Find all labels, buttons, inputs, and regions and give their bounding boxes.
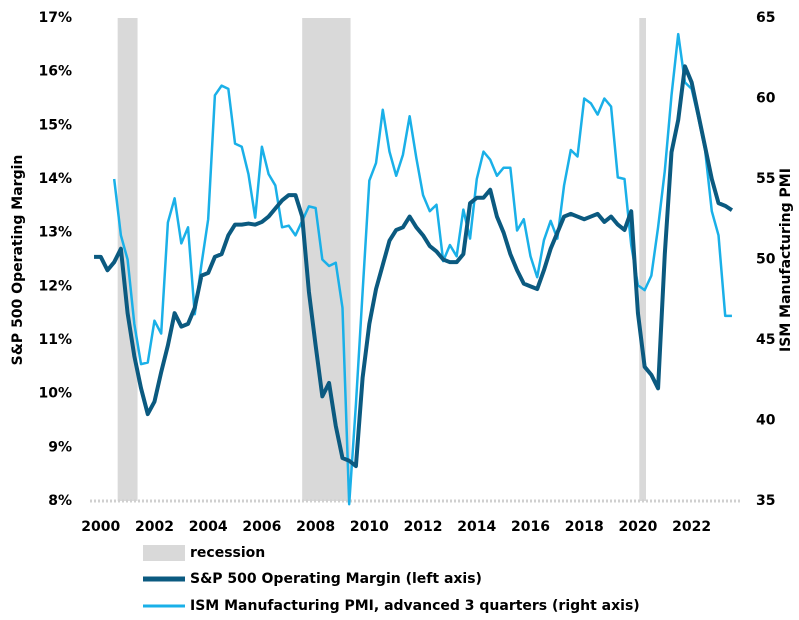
y-tick-label: 10% bbox=[38, 386, 72, 402]
series-line bbox=[94, 64, 734, 469]
y-tick-label: 11% bbox=[38, 332, 72, 348]
legend-swatch bbox=[143, 545, 185, 561]
y-tick-label: 14% bbox=[38, 171, 72, 187]
x-tick-label: 2018 bbox=[565, 519, 604, 535]
legend-label: recession bbox=[190, 545, 265, 561]
x-tick-label: 2004 bbox=[189, 519, 228, 535]
y-tick-label: 9% bbox=[48, 439, 72, 455]
y2-tick-label: 60 bbox=[756, 91, 776, 107]
y2-axis-title: ISM Manufacturing PMI bbox=[778, 168, 794, 352]
y2-tick-label: 35 bbox=[756, 493, 775, 509]
y-tick-label: 17% bbox=[38, 10, 72, 26]
y2-tick-label: 55 bbox=[756, 171, 775, 187]
y2-tick-label: 40 bbox=[756, 413, 776, 429]
y2-tick-label: 65 bbox=[756, 10, 775, 26]
y-tick-label: 8% bbox=[48, 493, 72, 509]
series-line bbox=[112, 32, 732, 506]
y-axis-title: S&P 500 Operating Margin bbox=[10, 155, 26, 366]
x-tick-label: 2012 bbox=[404, 519, 443, 535]
x-tick-label: 2002 bbox=[135, 519, 174, 535]
x-tick-label: 2016 bbox=[511, 519, 550, 535]
x-tick-label: 2008 bbox=[296, 519, 335, 535]
y-tick-label: 15% bbox=[38, 117, 72, 133]
y-tick-label: 16% bbox=[38, 64, 72, 80]
legend-label: ISM Manufacturing PMI, advanced 3 quarte… bbox=[190, 598, 640, 614]
x-tick-label: 2014 bbox=[457, 519, 496, 535]
x-tick-label: 2022 bbox=[672, 519, 711, 535]
x-tick-label: 2006 bbox=[242, 519, 281, 535]
y2-tick-label: 50 bbox=[756, 252, 776, 268]
x-tick-label: 2000 bbox=[81, 519, 120, 535]
y-tick-label: 13% bbox=[38, 225, 72, 241]
y-tick-label: 12% bbox=[38, 278, 72, 294]
legend-label: S&P 500 Operating Margin (left axis) bbox=[190, 571, 482, 587]
x-tick-label: 2020 bbox=[618, 519, 657, 535]
recession-band bbox=[302, 18, 351, 501]
recession-band bbox=[639, 18, 646, 501]
y2-tick-label: 45 bbox=[756, 332, 775, 348]
x-tick-label: 2010 bbox=[350, 519, 389, 535]
